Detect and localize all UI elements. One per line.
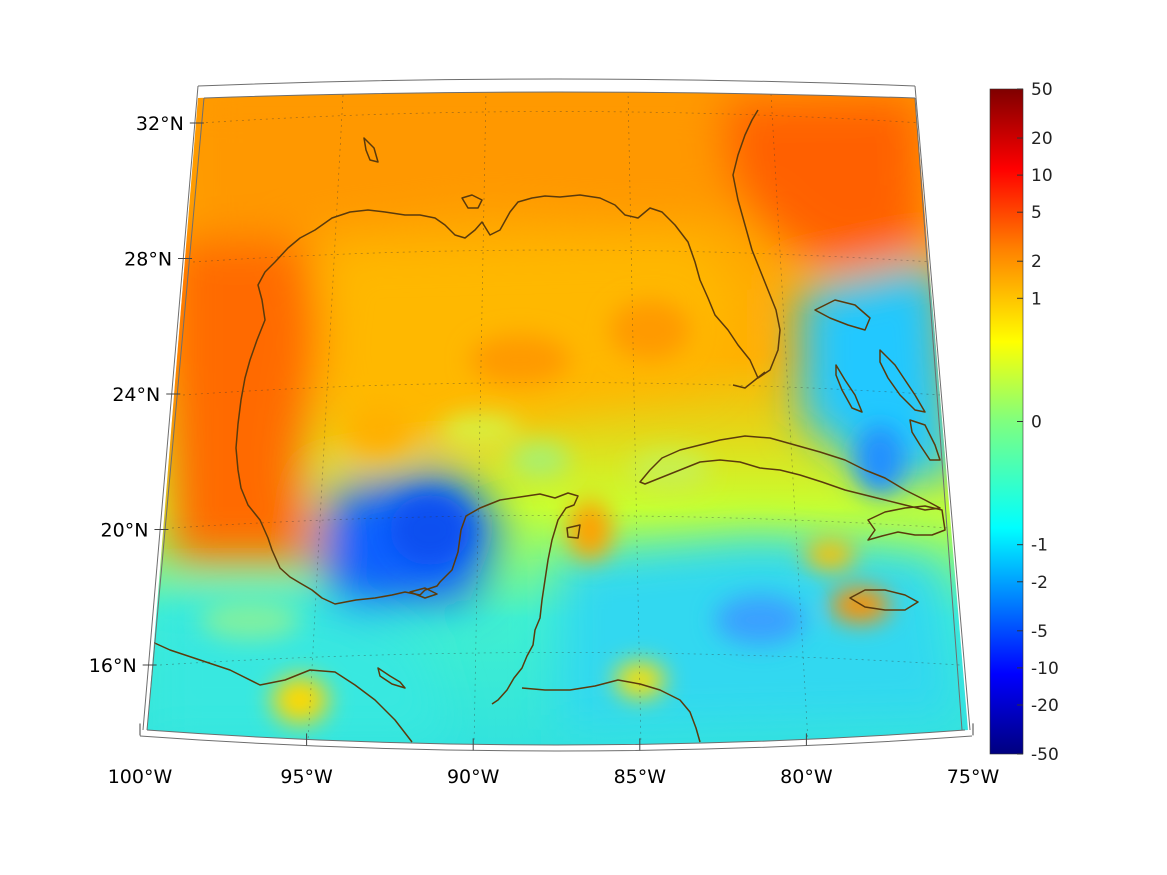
colorbar-tick-label: 0 (1031, 413, 1042, 433)
colorbar-tick-label: -10 (1031, 659, 1059, 679)
colorbar-tick-label: -1 (1031, 536, 1048, 556)
field-region-atlantic-northeast (720, 95, 925, 270)
map-frame (139, 78, 973, 752)
colorbar-tick-label: 5 (1031, 203, 1042, 223)
lon-ticks: 100°W 95°W 90°W 85°W 80°W 75°W (108, 723, 1000, 788)
field-region-atlantic-east (800, 260, 955, 480)
coastline-cuba (639, 435, 941, 511)
colorbar-tick-label: -5 (1031, 622, 1048, 642)
heatmap-field (147, 92, 968, 745)
colorbar-tick-label: -2 (1031, 573, 1048, 593)
lat-ticks: 16°N 20°N 24°N 28°N 32°N (89, 113, 204, 677)
lat-tick-label: 32°N (136, 113, 184, 135)
lat-tick-label: 28°N (124, 249, 172, 271)
coastline-bahamas (835, 364, 863, 413)
coastline-gulf (419, 492, 579, 705)
lon-tick-label: 95°W (280, 766, 333, 788)
lon-tick-label: 85°W (614, 766, 667, 788)
lon-tick-label: 90°W (447, 766, 500, 788)
coastlines (147, 109, 946, 743)
graticule (159, 92, 961, 745)
lat-tick-label: 16°N (89, 655, 137, 677)
colorbar-tick-label: -50 (1031, 745, 1059, 765)
colorbar-tick-label: 10 (1031, 166, 1053, 186)
lon-tick-label: 80°W (780, 766, 833, 788)
lon-tick-label: 100°W (108, 766, 173, 788)
lon-tick-label: 75°W (947, 766, 1000, 788)
colorbar-tick-label: 20 (1031, 129, 1053, 149)
lat-tick-label: 20°N (101, 520, 149, 542)
colorbar-tick-label: 2 (1031, 252, 1042, 272)
lat-tick-label: 24°N (112, 384, 160, 406)
field-region-mexican-coast (170, 240, 320, 560)
colorbar-tick-label: -20 (1031, 696, 1059, 716)
coastline-jamaica (849, 589, 919, 611)
colorbar-tick-label: 50 (1031, 80, 1053, 100)
colorbar-tick-label: 1 (1031, 289, 1042, 309)
